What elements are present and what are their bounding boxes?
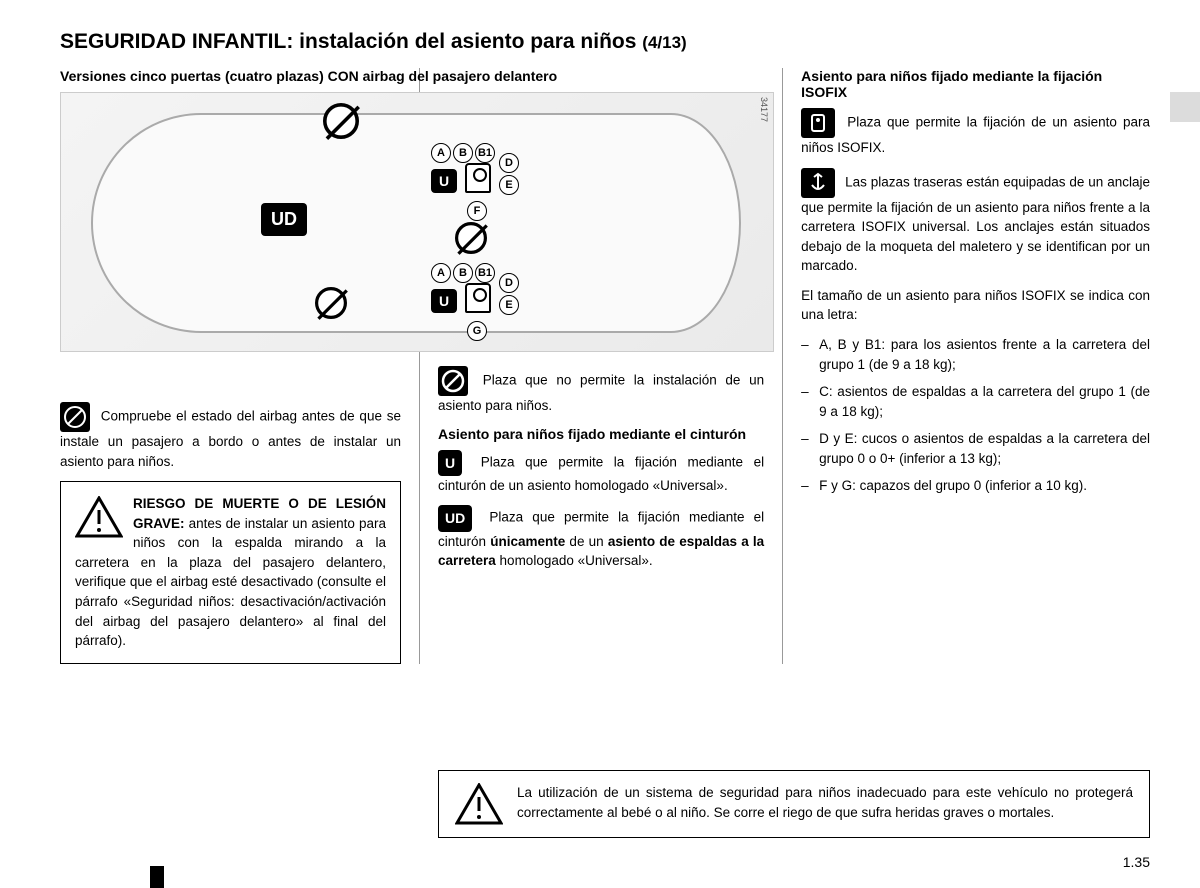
badge-ud: UD <box>261 203 307 236</box>
badge-u-2: U <box>431 289 457 313</box>
prohibit-icon <box>323 103 359 139</box>
list-item: C: asientos de espaldas a la carretera d… <box>801 382 1150 421</box>
isofix-heading: Asiento para niños fijado mediante la fi… <box>801 68 1150 100</box>
isofix-p2-span: Las plazas traseras están equipadas de u… <box>801 174 1150 273</box>
isofix-p1: Plaza que permite la fijación de un asie… <box>801 108 1150 158</box>
page-number: 1.35 <box>1123 854 1150 870</box>
circ-A2: A <box>431 263 451 283</box>
list-item: F y G: capazos del grupo 0 (inferior a 1… <box>801 476 1150 496</box>
ud-t3: homologado «Universal». <box>496 553 653 568</box>
prohibit-icon-small <box>438 366 468 396</box>
isofix-anchor-icon <box>801 168 835 198</box>
isofix-seat-icon <box>801 108 835 138</box>
circ-D: D <box>499 153 519 173</box>
prohibit-icon <box>455 222 487 254</box>
circ-A: A <box>431 143 451 163</box>
circ-B12: B1 <box>475 263 495 283</box>
diagram-row1-letters: A B B1 <box>431 143 495 163</box>
no-seat-text: Plaza que no permite la instalación de u… <box>438 366 764 416</box>
circ-F: F <box>467 201 487 221</box>
warning-triangle-icon <box>75 496 123 538</box>
column-right: Asiento para niños fijado mediante la fi… <box>783 68 1150 664</box>
size-intro: El tamaño de un asiento para niños ISOFI… <box>801 286 1150 325</box>
circ-B2: B <box>453 263 473 283</box>
bottom-warning-box: La utilización de un sistema de segurida… <box>438 770 1150 838</box>
belt-heading: Asiento para niños fijado mediante el ci… <box>438 426 764 442</box>
badge-u-1: U <box>431 169 457 193</box>
car-seat-diagram: 34177 UD A B B1 U D E F A <box>60 92 774 352</box>
circ-B1: B1 <box>475 143 495 163</box>
warning-triangle-icon <box>455 783 503 825</box>
airbag-check-span: Compruebe el estado del airbag antes de … <box>60 409 401 469</box>
no-seat-span: Plaza que no permite la instalación de u… <box>438 373 764 413</box>
prohibit-icon <box>315 287 347 319</box>
u-text-span: Plaza que permite la fijación mediante e… <box>438 454 764 493</box>
list-item: D y E: cucos o asientos de espaldas a la… <box>801 429 1150 468</box>
circ-E: E <box>499 175 519 195</box>
page-title: SEGURIDAD INFANTIL: instalación del asie… <box>60 30 1150 54</box>
isofix-p2: Las plazas traseras están equipadas de u… <box>801 168 1150 276</box>
content-columns: Versiones cinco puertas (cuatro plazas) … <box>60 68 1150 664</box>
airbag-check-text: Compruebe el estado del airbag antes de … <box>60 402 401 471</box>
isofix-p1-span: Plaza que permite la fijación de un asie… <box>801 115 1150 155</box>
circ-B: B <box>453 143 473 163</box>
title-sub: instalación del asiento para niños <box>299 30 636 53</box>
diagram-row1-side: D E <box>499 153 519 195</box>
title-pager: (4/13) <box>642 33 686 52</box>
diagram-row2-letters: A B B1 <box>431 263 495 283</box>
u-badge: U <box>438 450 462 476</box>
ud-t2: de un <box>565 534 608 549</box>
title-main: SEGURIDAD INFANTIL: <box>60 30 293 53</box>
footer-mark <box>150 866 164 888</box>
size-list: A, B y B1: para los asientos frente a la… <box>801 335 1150 496</box>
car-outline <box>91 113 741 333</box>
seat-icon <box>465 283 491 313</box>
list-item: A, B y B1: para los asientos frente a la… <box>801 335 1150 374</box>
ud-badge: UD <box>438 505 472 531</box>
bottom-warning-text: La utilización de un sistema de segurida… <box>517 783 1133 822</box>
diagram-row2-side: D E <box>499 273 519 315</box>
ud-text: UD Plaza que permite la fijación mediant… <box>438 505 764 570</box>
airbag-icon <box>60 402 90 432</box>
page-edge-tab <box>1170 92 1200 122</box>
diagram-ref: 34177 <box>759 97 769 122</box>
u-text: U Plaza que permite la fijación mediante… <box>438 450 764 496</box>
circ-G: G <box>467 321 487 341</box>
warning-box-death: RIESGO DE MUERTE O DE LESIÓN GRAVE: ante… <box>60 481 401 664</box>
ud-b1: únicamente <box>490 534 565 549</box>
circ-E2: E <box>499 295 519 315</box>
circ-D2: D <box>499 273 519 293</box>
column-left: Versiones cinco puertas (cuatro plazas) … <box>60 68 420 664</box>
seat-icon <box>465 163 491 193</box>
